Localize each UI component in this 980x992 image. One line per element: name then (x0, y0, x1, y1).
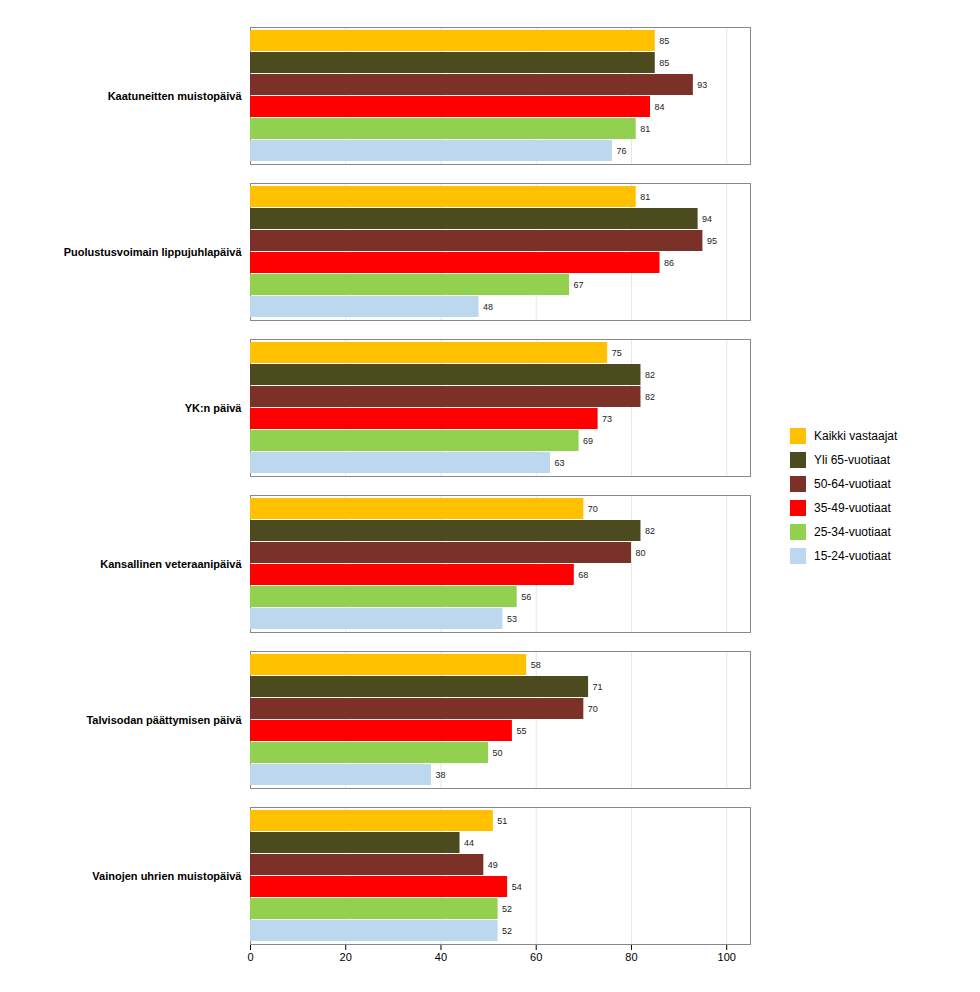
svg-text:80: 80 (635, 548, 645, 558)
svg-text:93: 93 (697, 80, 707, 90)
svg-text:54: 54 (512, 882, 522, 892)
svg-text:38: 38 (435, 770, 445, 780)
svg-text:Puolustusvoimain lippujuhlapäi: Puolustusvoimain lippujuhlapäivä (64, 246, 243, 258)
svg-text:Vainojen uhrien muistopäivä: Vainojen uhrien muistopäivä (92, 870, 242, 882)
svg-text:50: 50 (493, 748, 503, 758)
svg-text:53: 53 (507, 614, 517, 624)
svg-text:85: 85 (659, 36, 669, 46)
svg-text:56: 56 (521, 592, 531, 602)
html-text:15-24-vuotiaat: 15-24-vuotiaat (814, 549, 891, 563)
svg-text:Kaatuneitten muistopäivä: Kaatuneitten muistopäivä (108, 90, 243, 102)
svg-text:52: 52 (502, 926, 512, 936)
svg-text:Talvisodan päättymisen päivä: Talvisodan päättymisen päivä (86, 714, 242, 726)
svg-text:YK:n päivä: YK:n päivä (185, 402, 243, 414)
svg-text:73: 73 (602, 414, 612, 424)
svg-text:51: 51 (497, 816, 507, 826)
svg-text:94: 94 (702, 214, 712, 224)
svg-text:82: 82 (645, 392, 655, 402)
svg-text:84: 84 (655, 102, 665, 112)
svg-text:70: 70 (588, 704, 598, 714)
svg-text:58: 58 (531, 660, 541, 670)
svg-text:63: 63 (555, 458, 565, 468)
svg-text:70: 70 (588, 504, 598, 514)
svg-text:40: 40 (435, 951, 447, 963)
svg-text:85: 85 (659, 58, 669, 68)
svg-text:67: 67 (574, 280, 584, 290)
svg-text:20: 20 (340, 951, 352, 963)
html-text:25-34-vuotiaat: 25-34-vuotiaat (814, 525, 891, 539)
svg-text:75: 75 (612, 348, 622, 358)
svg-text:60: 60 (530, 951, 542, 963)
svg-text:52: 52 (502, 904, 512, 914)
svg-text:68: 68 (578, 570, 588, 580)
svg-text:48: 48 (483, 302, 493, 312)
svg-text:86: 86 (664, 258, 674, 268)
svg-text:49: 49 (488, 860, 498, 870)
svg-text:100: 100 (718, 951, 736, 963)
svg-text:81: 81 (640, 124, 650, 134)
svg-text:Kansallinen veteraanipäivä: Kansallinen veteraanipäivä (100, 558, 242, 570)
svg-text:82: 82 (645, 370, 655, 380)
svg-text:44: 44 (464, 838, 474, 848)
svg-text:76: 76 (616, 146, 626, 156)
svg-text:0: 0 (247, 951, 253, 963)
svg-text:81: 81 (640, 192, 650, 202)
svg-text:80: 80 (625, 951, 637, 963)
html-text:Kaikki vastaajat: Kaikki vastaajat (814, 429, 898, 443)
html-text:35-49-vuotiaat: 35-49-vuotiaat (814, 501, 891, 515)
html-text:Yli 65-vuotiaat: Yli 65-vuotiaat (814, 453, 890, 467)
svg-text:71: 71 (593, 682, 603, 692)
svg-text:82: 82 (645, 526, 655, 536)
html-text:50-64-vuotiaat: 50-64-vuotiaat (814, 477, 891, 491)
svg-text:95: 95 (707, 236, 717, 246)
svg-text:55: 55 (516, 726, 526, 736)
svg-text:69: 69 (583, 436, 593, 446)
